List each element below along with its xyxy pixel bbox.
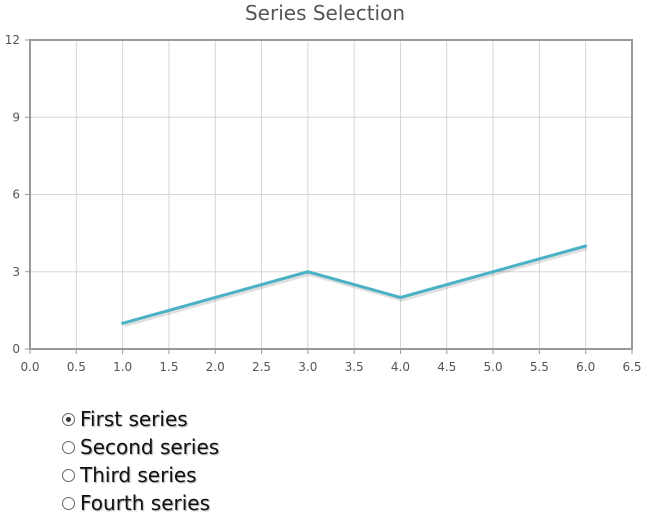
x-tick-label: 5.0 xyxy=(484,360,503,374)
series-line xyxy=(121,244,588,325)
x-tick-label: 6.0 xyxy=(576,360,595,374)
y-tick-label: 12 xyxy=(5,33,20,47)
chart-title: Series Selection xyxy=(244,1,406,25)
x-tick-label: 1.5 xyxy=(159,360,178,374)
series-line-shadow xyxy=(123,247,588,328)
x-tick-label: 0.5 xyxy=(67,360,86,374)
radio-icon[interactable] xyxy=(62,468,75,482)
x-tick-label: 4.5 xyxy=(437,360,456,374)
radio-icon[interactable] xyxy=(62,440,75,454)
y-tick-label: 3 xyxy=(12,265,20,279)
series-selector: First series Second series Third series … xyxy=(62,405,362,517)
series-option-fourth[interactable]: Fourth series xyxy=(62,489,362,517)
y-tick-label: 9 xyxy=(12,110,20,124)
x-tick-label: 0.0 xyxy=(20,360,39,374)
series-option-label: First series xyxy=(80,407,188,431)
x-tick-label: 5.5 xyxy=(530,360,549,374)
series-option-third[interactable]: Third series xyxy=(62,461,362,489)
plot-border xyxy=(29,39,633,350)
radio-icon[interactable] xyxy=(62,412,75,426)
x-tick-label: 2.0 xyxy=(206,360,225,374)
x-tick-label: 3.5 xyxy=(345,360,364,374)
series-option-first[interactable]: First series xyxy=(62,405,362,433)
x-tick-label: 6.5 xyxy=(622,360,641,374)
y-tick-label: 0 xyxy=(12,342,20,356)
series-option-label: Second series xyxy=(80,435,220,459)
chart-plot: 0.0 0.5 1.0 1.5 2.0 2.5 3.0 3.5 4.0 4.5 5.0 5.5 6.0 6… xyxy=(5,33,642,374)
series-option-second[interactable]: Second series xyxy=(62,433,362,461)
radio-icon[interactable] xyxy=(62,496,75,510)
x-tick-label: 1.0 xyxy=(113,360,132,374)
x-tick-label: 2.5 xyxy=(252,360,271,374)
x-tick-label: 3.0 xyxy=(298,360,317,374)
series-option-label: Third series xyxy=(80,463,197,487)
x-tick-label: 4.0 xyxy=(391,360,410,374)
series-option-label: Fourth series xyxy=(80,491,211,515)
y-tick-label: 6 xyxy=(12,188,20,202)
